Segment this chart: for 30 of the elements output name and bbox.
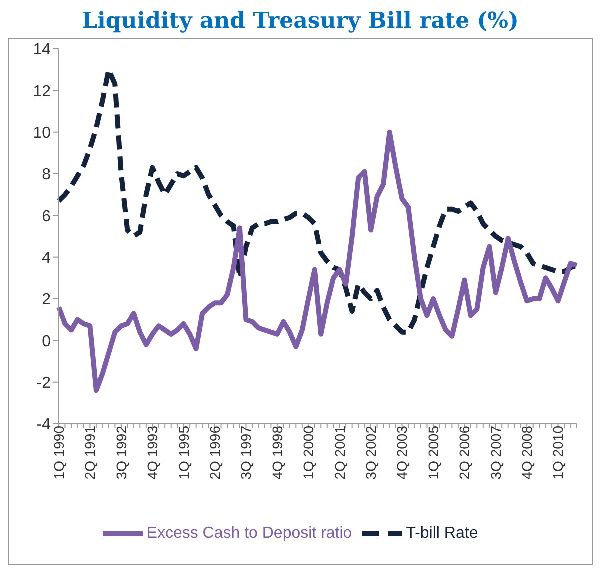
x-tick-label: 3Q 1997 (238, 426, 254, 480)
x-tick-label: 1Q 1990 (50, 426, 67, 480)
x-tick-label: 2Q 1991 (82, 426, 98, 480)
x-tick-label: 4Q 1993 (144, 426, 161, 480)
y-tick-label: 2 (42, 292, 52, 309)
x-tick-label: 1Q 2010 (550, 426, 566, 480)
x-tick-label: 3Q 1992 (113, 426, 130, 480)
y-tick-label: 10 (33, 125, 52, 142)
y-tick-label: 14 (33, 42, 52, 59)
x-tick-label: 2Q 2006 (456, 426, 473, 480)
y-tick-label: -2 (36, 375, 52, 392)
legend-label: Excess Cash to Deposit ratio (146, 525, 352, 542)
chart-title: Liquidity and Treasury Bill rate (%) (81, 8, 520, 36)
x-tick-label: 4Q 2008 (519, 426, 536, 480)
x-tick-label: 3Q 2002 (362, 426, 379, 480)
x-tick-label: 1Q 1995 (176, 426, 192, 480)
x-tick-label: 1Q 2000 (300, 426, 317, 480)
y-tick-label: 6 (42, 208, 52, 226)
y-tick-label: 0 (42, 333, 52, 350)
x-tick-label: 4Q 2003 (394, 426, 410, 480)
x-tick-label: 1Q 2005 (425, 426, 442, 480)
y-tick-label: 4 (42, 250, 52, 268)
y-tick-label: 12 (33, 83, 52, 100)
x-tick-label: 3Q 2007 (488, 426, 504, 480)
x-tick-label: 4Q 1998 (269, 426, 286, 480)
x-tick-label: 2Q 1996 (206, 426, 223, 480)
y-tick-label: 8 (42, 166, 52, 184)
x-tick-label: 2Q 2001 (332, 426, 348, 480)
legend-label: T-bill Rate (406, 525, 478, 542)
y-tick-label: -4 (36, 416, 52, 434)
